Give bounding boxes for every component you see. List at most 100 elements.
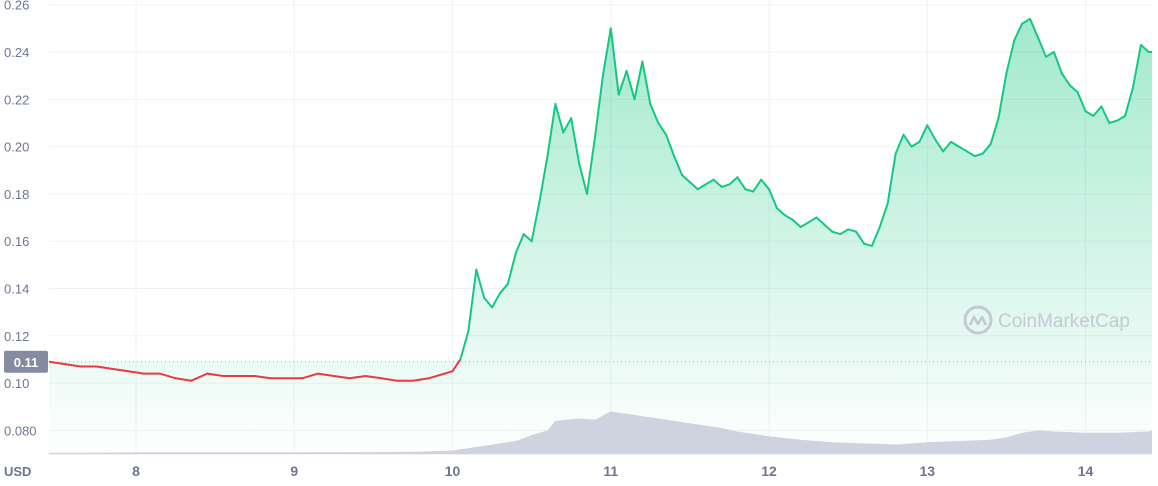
price-line-segment xyxy=(570,117,581,165)
price-line[interactable] xyxy=(49,17,1152,382)
price-line-segment xyxy=(578,162,588,195)
price-line-segment xyxy=(95,365,114,370)
price-area xyxy=(49,18,1152,454)
x-axis: 8 9 10 11 12 13 14 xyxy=(132,463,1093,479)
price-line-segment xyxy=(514,233,525,254)
y-tick-label: 0.080 xyxy=(4,423,37,438)
x-tick-label: 12 xyxy=(761,463,777,479)
price-line-segment xyxy=(752,178,763,193)
price-line-segment xyxy=(823,223,834,233)
price-line-segment xyxy=(522,233,533,243)
price-line-segment xyxy=(973,152,984,158)
price-line-segment xyxy=(427,372,446,380)
watermark: CoinMarketCap xyxy=(963,305,1130,335)
price-line-segment xyxy=(712,178,723,188)
price-line-segment xyxy=(902,133,913,148)
price-line-segment xyxy=(704,178,715,186)
price-line-segment xyxy=(681,174,691,184)
y-tick-label: 0.26 xyxy=(4,0,29,13)
price-line-segment xyxy=(1005,39,1016,75)
price-line-segment xyxy=(190,372,209,382)
price-area-fill xyxy=(49,18,1152,454)
coinmarketcap-logo-icon xyxy=(963,305,993,335)
price-line-segment xyxy=(657,122,668,136)
price-line-segment xyxy=(1108,119,1119,124)
price-line-segment xyxy=(839,228,850,236)
price-line-segment xyxy=(1021,17,1032,25)
price-line-segment xyxy=(997,72,1008,120)
x-tick-label: 10 xyxy=(445,463,461,479)
currency-label: USD xyxy=(4,464,31,479)
price-line-segment xyxy=(641,60,652,105)
price-line-segment xyxy=(1100,105,1111,124)
price-line-segment xyxy=(1052,51,1063,75)
y-tick-label: 0.14 xyxy=(4,281,29,296)
price-line-segment xyxy=(1092,105,1103,117)
price-line-segment xyxy=(1013,22,1024,42)
price-line-segment xyxy=(467,268,478,332)
price-line-segment xyxy=(942,140,952,153)
price-line-segment xyxy=(894,133,905,155)
price-line-segment xyxy=(1060,72,1071,87)
price-line-segment xyxy=(483,296,494,309)
price-line-segment xyxy=(957,145,968,153)
current-price-badge: 0.11 xyxy=(4,350,48,373)
watermark-text: CoinMarketCap xyxy=(998,311,1130,332)
price-line-segment xyxy=(111,367,130,373)
price-line-segment xyxy=(720,183,731,188)
price-line-segment xyxy=(791,218,802,228)
y-tick-label: 0.24 xyxy=(4,45,29,60)
price-line-segment xyxy=(807,216,818,224)
price-line-segment xyxy=(1116,114,1127,122)
price-line-segment xyxy=(736,176,747,191)
price-line-segment xyxy=(49,360,66,366)
y-tick-label: 0.12 xyxy=(4,329,29,344)
y-tick-label: 0.16 xyxy=(4,234,29,249)
y-tick-label: 0.18 xyxy=(4,187,29,202)
y-tick-label: 0.10 xyxy=(4,376,29,391)
price-line-segment xyxy=(538,155,549,202)
price-line-segment xyxy=(332,375,351,380)
price-line-segment xyxy=(775,207,786,217)
price-line-segment xyxy=(625,69,636,101)
price-line-segment xyxy=(594,74,604,139)
price-line-segment xyxy=(633,60,644,101)
price-line-segment xyxy=(253,375,272,380)
price-line-segment xyxy=(562,117,573,134)
price-line-segment xyxy=(910,140,921,148)
price-line-segment xyxy=(926,124,937,141)
price-line-segment xyxy=(783,214,794,221)
price-line-segment xyxy=(451,358,462,373)
price-line-segment xyxy=(499,282,509,295)
price-line-segment xyxy=(1029,17,1040,39)
price-line-segment xyxy=(554,103,565,134)
x-tick-label: 9 xyxy=(290,463,298,479)
y-axis: 0.26 0.24 0.22 0.20 0.18 0.16 0.14 0.12 0.10 0.08… xyxy=(4,0,37,438)
price-line-segment xyxy=(665,133,676,158)
price-line-segment xyxy=(586,136,596,195)
x-tick-label: 11 xyxy=(603,463,618,479)
price-line-segment xyxy=(760,178,770,191)
price-line-segment xyxy=(174,377,193,382)
price-line-segment xyxy=(459,330,470,361)
price-line-segment xyxy=(443,370,454,375)
price-line-segment xyxy=(364,375,383,380)
current-price-label: 0.11 xyxy=(14,355,39,370)
x-tick-label: 14 xyxy=(1078,463,1094,479)
price-line-segment xyxy=(728,176,739,186)
price-line-segment xyxy=(63,363,82,368)
price-line-segment xyxy=(1084,110,1095,117)
price-line-segment xyxy=(506,252,517,285)
price-line-segment xyxy=(412,377,430,382)
price-line-segment xyxy=(1132,43,1142,89)
price-line-segment xyxy=(989,117,1000,146)
price-line-segment xyxy=(847,228,858,233)
x-tick-label: 13 xyxy=(919,463,935,479)
price-line-segment xyxy=(863,242,873,247)
price-line-segment xyxy=(1124,86,1134,117)
price-line-segment xyxy=(831,230,842,236)
price-line-segment xyxy=(696,183,707,191)
price-line-segment xyxy=(918,124,929,143)
